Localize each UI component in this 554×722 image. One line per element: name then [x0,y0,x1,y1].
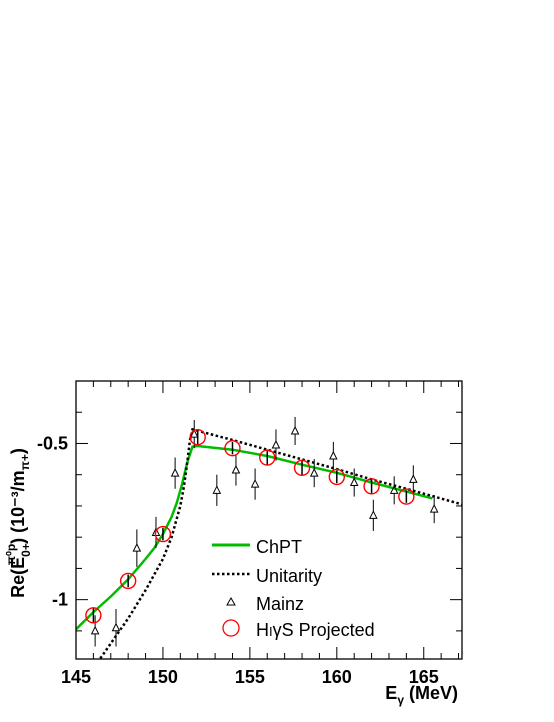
x-tick-label: 145 [61,667,91,687]
x-tick-label: 165 [409,667,439,687]
y-tick-label: -1 [52,590,68,610]
mainz-point [90,625,100,635]
legend-mainz-label: Mainz [256,594,304,614]
x-tick-label: 155 [235,667,265,687]
x-axis-label: Eγ (MeV) [385,683,458,707]
legend-higs-marker [222,619,240,637]
mainz-point [409,474,418,483]
plot-frame [75,380,463,660]
mainz-point [329,450,338,460]
mainz-point [212,485,222,494]
series-lines [76,427,462,659]
axes: 145 150 155 160 165 -0.5 -1 [37,380,462,687]
mainz-point [369,510,378,519]
mainz-point [271,439,281,449]
x-tick-label: 160 [322,667,352,687]
mainz-point [189,428,199,438]
y-tick-label: -0.5 [37,433,68,453]
y-axis-label: Re(E0+π⁰p) (10⁻³/mπ+) [4,448,33,598]
legend-mainz-marker [226,596,236,606]
legend-chpt-label: ChPT [256,537,302,557]
mainz-point [429,503,439,513]
mainz-point [132,542,142,552]
mainz-point [389,485,399,494]
higs-point [363,478,380,495]
legend-higs-label: HIγS Projected [256,620,375,640]
higs-point [328,468,346,486]
mainz-point [231,464,241,474]
higs-point [154,525,172,543]
legend-unitarity-label: Unitarity [256,566,322,586]
higs-point [398,488,415,505]
higs-point [293,459,311,477]
higs-point [189,429,206,446]
x-tick-label: 150 [148,667,178,687]
chpt-curve [76,444,433,631]
mainz-point [309,468,319,477]
series-markers [85,416,439,647]
mainz-point [111,622,121,632]
mainz-point [349,477,359,487]
unitarity-curve [98,427,462,659]
higs-point [224,439,241,457]
mainz-point [170,468,180,477]
legend: ChPT Unitarity Mainz HIγS Projected [212,537,375,640]
higs-point [119,572,137,590]
mainz-point [250,478,260,488]
higs-point [85,607,102,624]
mainz-point [290,425,300,435]
higs-point [259,449,276,466]
